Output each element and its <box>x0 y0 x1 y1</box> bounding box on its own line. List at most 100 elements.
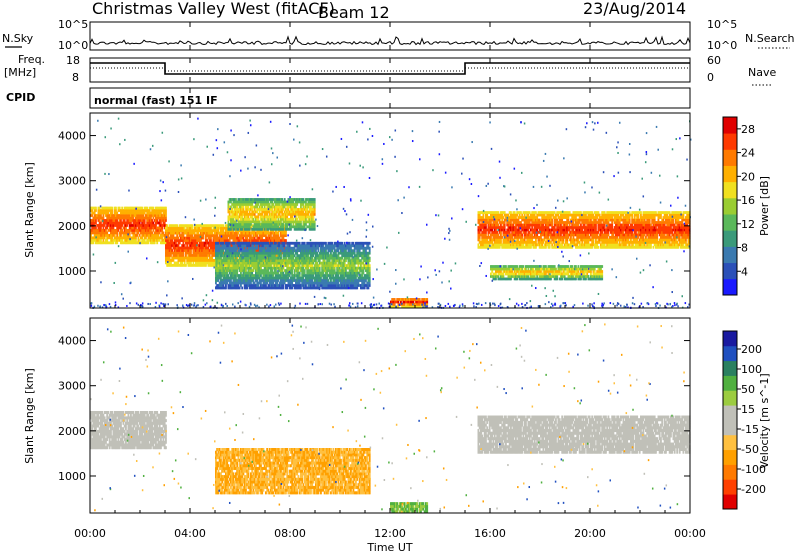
power-cell <box>118 206 121 210</box>
power-cell <box>167 236 170 240</box>
power-cell <box>246 231 249 235</box>
power-cell <box>106 211 109 215</box>
power-cell <box>235 256 237 260</box>
power-cell <box>181 239 184 242</box>
power-cell <box>175 251 177 255</box>
power-cell <box>232 217 235 221</box>
power-cell <box>206 249 209 252</box>
power-cell <box>131 226 134 230</box>
power-cell <box>92 216 95 220</box>
power-cell <box>227 200 230 204</box>
power-cell <box>148 209 151 212</box>
power-cell <box>171 236 174 240</box>
power-cell <box>117 229 120 232</box>
power-cell <box>232 215 235 219</box>
power-cell <box>106 233 109 237</box>
power-cell <box>170 249 172 252</box>
power-cell <box>236 244 239 247</box>
power-cell <box>98 236 101 240</box>
power-cell <box>93 211 96 215</box>
power-cell <box>178 229 181 233</box>
power-cell <box>178 256 181 260</box>
power-cell <box>241 286 244 290</box>
power-cell <box>256 249 259 252</box>
power-cell <box>246 203 249 206</box>
power-cell <box>282 246 285 250</box>
power-cell <box>136 224 139 227</box>
power-cell <box>162 219 165 222</box>
power-cell <box>91 236 94 240</box>
power-cell <box>95 229 97 232</box>
power-cell <box>271 205 274 209</box>
power-cell <box>192 251 195 255</box>
power-cell <box>112 231 115 235</box>
power-cell <box>313 208 316 211</box>
power-cell <box>148 236 151 240</box>
power-cell <box>262 208 265 211</box>
power-cell <box>198 246 201 250</box>
power-cell <box>93 226 96 230</box>
power-cell <box>213 246 216 250</box>
power-cell <box>150 211 152 215</box>
power-cell <box>205 256 207 260</box>
power-cell <box>307 266 310 270</box>
power-cell <box>207 226 210 230</box>
power-cell <box>348 256 351 260</box>
power-cell <box>216 239 219 242</box>
power-cell <box>141 211 144 215</box>
power-cell <box>238 225 241 229</box>
power-cell <box>190 226 192 230</box>
power-cell <box>215 281 217 285</box>
power-cell <box>100 238 102 242</box>
power-cell <box>123 219 126 222</box>
power-cell <box>246 246 249 250</box>
power-cell <box>192 241 195 245</box>
power-cell <box>157 231 160 235</box>
power-cell <box>198 236 201 240</box>
power-cell <box>310 205 312 209</box>
power-cell <box>207 254 210 257</box>
power-cell <box>345 259 347 263</box>
power-cell <box>161 231 164 235</box>
power-cell <box>280 210 282 214</box>
power-cell <box>263 259 266 262</box>
power-cell <box>95 231 97 235</box>
nsky-trace <box>89 35 691 46</box>
power-cell <box>240 239 242 242</box>
power-cell <box>136 214 139 217</box>
power-cell <box>90 221 92 225</box>
power-cell <box>211 249 214 252</box>
power-cell <box>231 234 234 237</box>
power-cell <box>152 241 155 245</box>
power-cell <box>233 198 236 201</box>
power-cell <box>237 210 240 214</box>
power-cell <box>280 200 282 204</box>
power-cell <box>250 239 252 242</box>
power-cell <box>171 249 174 252</box>
power-cell <box>162 231 165 235</box>
power-cell <box>208 251 211 255</box>
power-cell <box>237 284 240 287</box>
power-cell <box>245 225 247 229</box>
power-cell <box>115 206 117 210</box>
power-cell <box>136 216 139 220</box>
power-cell <box>177 254 180 257</box>
power-cell <box>292 251 295 255</box>
power-cell <box>307 212 310 216</box>
power-cell <box>100 233 102 237</box>
power-cell <box>183 231 186 235</box>
power-cell <box>275 208 277 211</box>
power-cell <box>283 241 286 245</box>
power-cell <box>180 234 182 237</box>
power-cell <box>231 222 234 226</box>
power-cell <box>237 239 240 242</box>
nsky-panel: N.Sky 10^5 10^0 10^5 10^0 N.Search <box>2 18 795 52</box>
power-cell <box>283 239 286 242</box>
power-cell <box>181 254 184 257</box>
power-cell <box>123 231 126 235</box>
power-cell <box>260 198 262 201</box>
power-cell <box>143 226 146 230</box>
power-cell <box>303 269 306 272</box>
power-cell <box>260 239 262 242</box>
power-cell <box>257 246 260 250</box>
